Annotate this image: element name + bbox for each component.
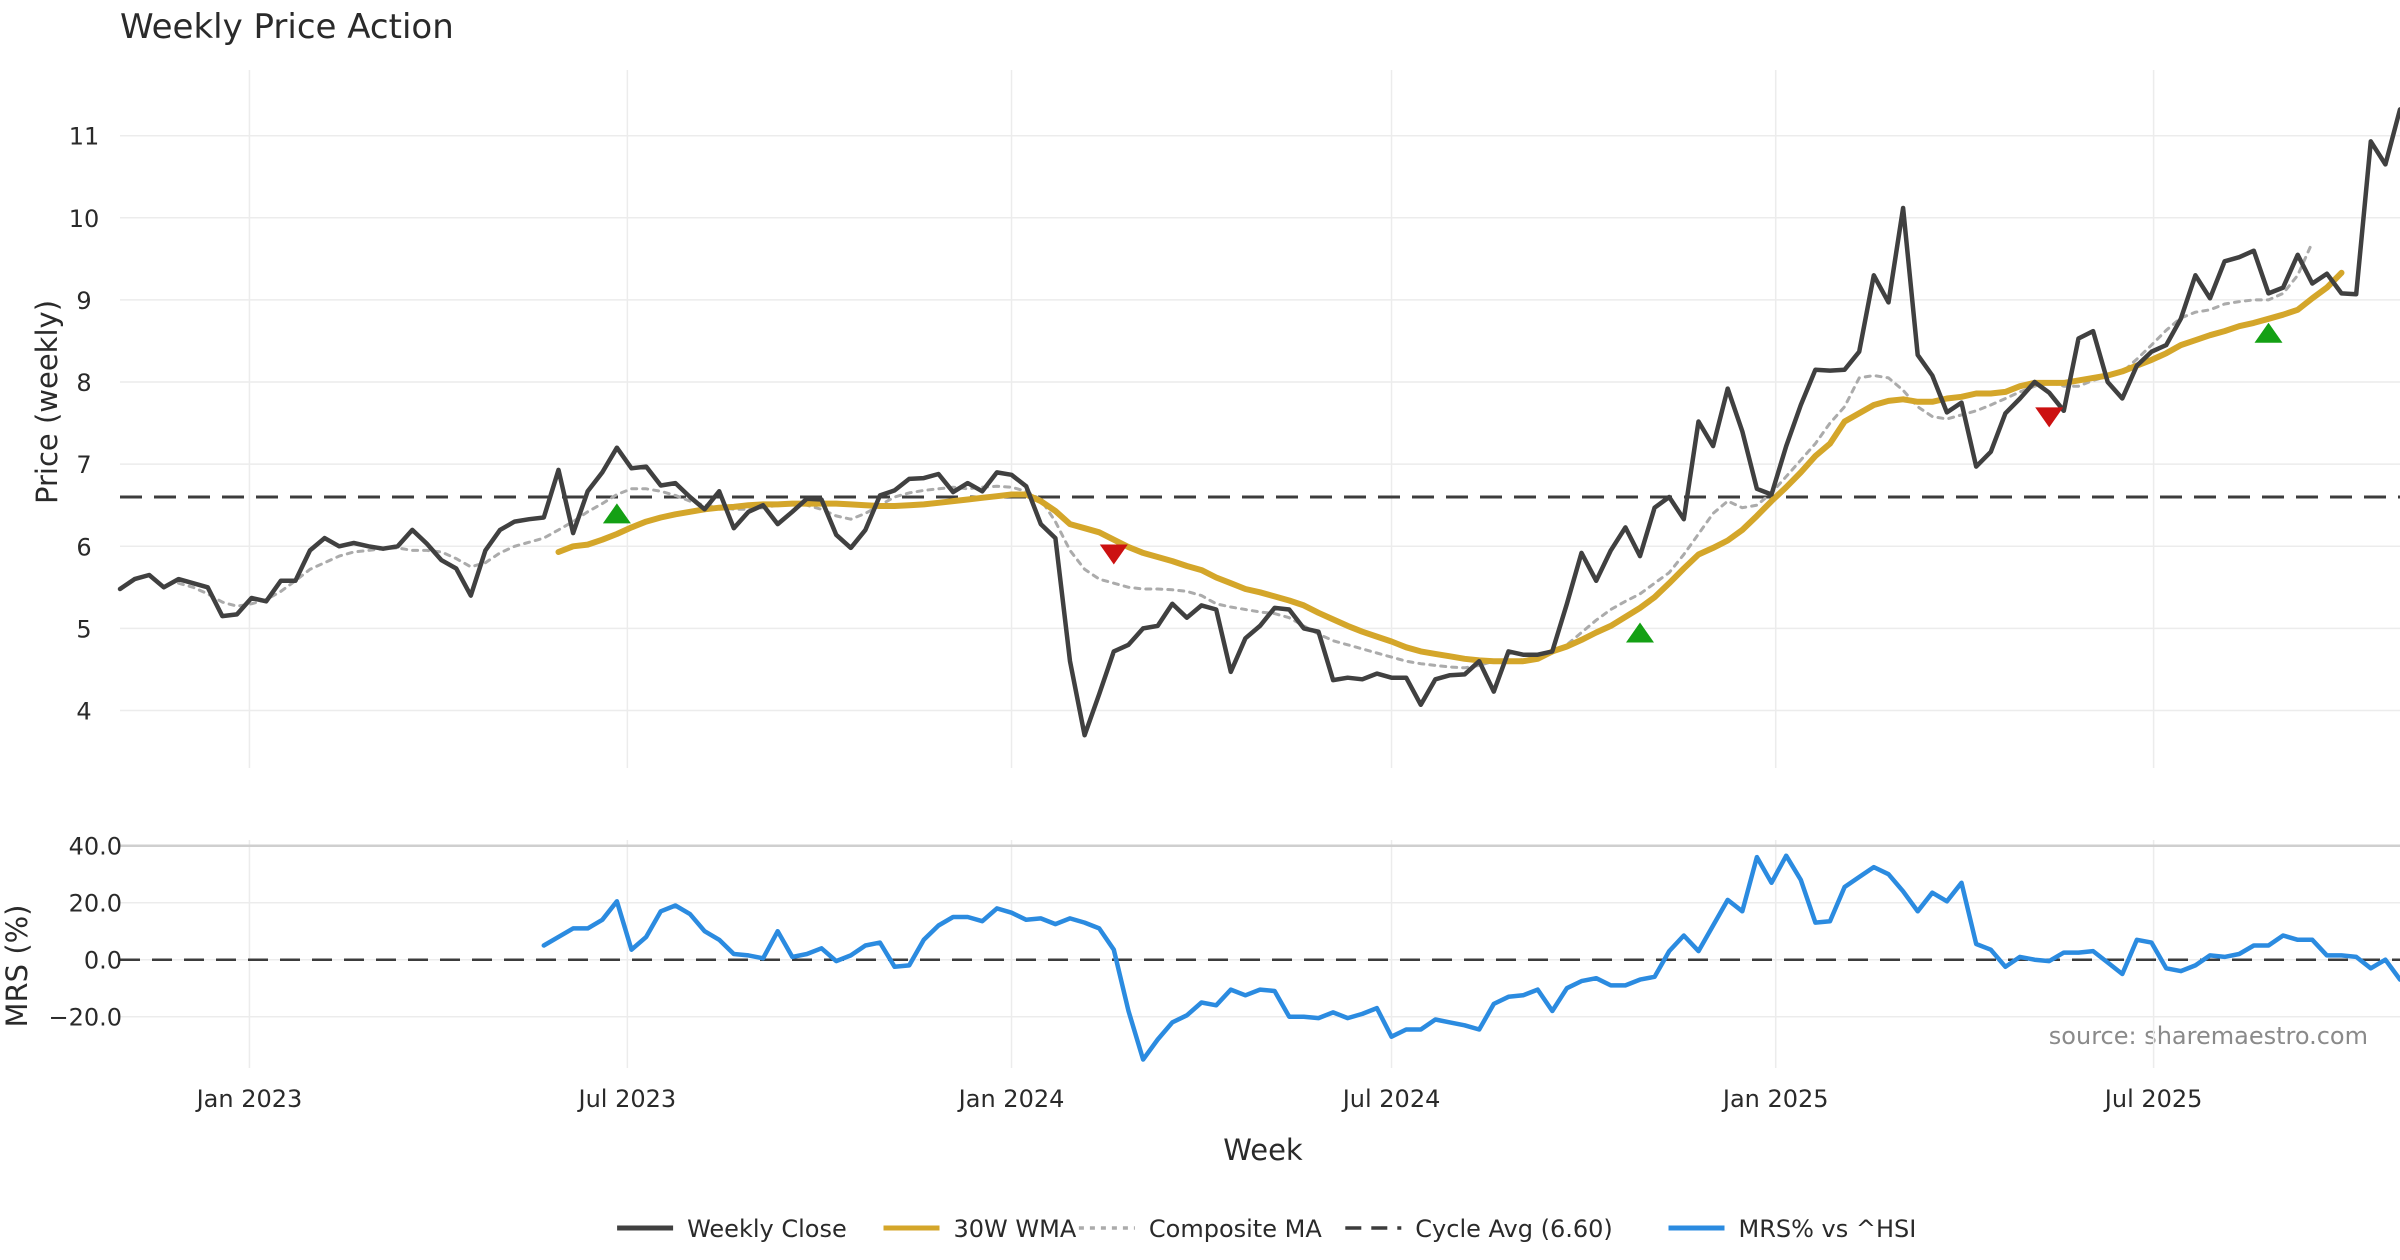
- x-tick-label: Jul 2023: [577, 1085, 677, 1113]
- mrs-y-tick-label: −20.0: [48, 1004, 122, 1032]
- chart-title: Weekly Price Action: [120, 7, 454, 47]
- price-y-tick-label: 10: [69, 205, 100, 233]
- x-tick-label: Jan 2025: [1721, 1085, 1829, 1113]
- mrs-grid: [120, 840, 2400, 1068]
- price-y-tick-label: 7: [76, 451, 91, 479]
- price-y-tick-label: 4: [76, 698, 91, 726]
- mrs-line: [541, 853, 2400, 1062]
- x-axis-title: Week: [1223, 1133, 1303, 1167]
- price-series-group: [117, 107, 2400, 738]
- mrs-y-ticks: −20.0 0.0 20.0 40.0: [48, 833, 122, 1032]
- mrs-series-group: [541, 853, 2400, 1062]
- buy-signal-marker: [2254, 322, 2283, 343]
- price-y-tick-label: 5: [76, 615, 91, 643]
- mrs-y-tick-label: 40.0: [69, 833, 122, 861]
- price-y-tick-label: 6: [76, 533, 91, 561]
- mrs-y-tick-label: 0.0: [84, 947, 122, 975]
- x-tick-label: Jul 2025: [2103, 1085, 2203, 1113]
- buy-signal-marker: [602, 503, 631, 524]
- mrs-y-tick-label: 20.0: [69, 890, 122, 918]
- wma-30w-line: [555, 269, 2345, 665]
- price-y-ticks: 4 5 6 7 8 9 10 11: [69, 123, 100, 726]
- price-y-tick-label: 8: [76, 369, 91, 397]
- source-note: source: sharemaestro.com: [2049, 1022, 2368, 1050]
- weekly-close-line: [117, 107, 2400, 738]
- legend-label: MRS% vs ^HSI: [1739, 1215, 1917, 1243]
- price-grid: [120, 70, 2400, 768]
- x-tick-label: Jan 2023: [195, 1085, 303, 1113]
- composite-ma-line: [177, 240, 2314, 670]
- price-y-tick-label: 11: [69, 123, 100, 151]
- legend-label: Cycle Avg (6.60): [1415, 1215, 1612, 1243]
- sell-signal-marker: [2035, 407, 2064, 428]
- price-axis-title: Price (weekly): [30, 300, 64, 504]
- legend-label: Weekly Close: [687, 1215, 847, 1243]
- legend-label: 30W WMA: [954, 1215, 1077, 1243]
- signal-markers: [602, 322, 2283, 643]
- legend-label: Composite MA: [1149, 1215, 1322, 1243]
- x-axis-ticks: Jan 2023 Jul 2023 Jan 2024 Jul 2024 Jan 2025…: [195, 1085, 2203, 1113]
- x-tick-label: Jan 2024: [957, 1085, 1065, 1113]
- x-tick-label: Jul 2024: [1341, 1085, 1441, 1113]
- buy-signal-marker: [1626, 622, 1654, 643]
- sell-signal-marker: [1099, 544, 1128, 565]
- price-y-tick-label: 9: [76, 287, 91, 315]
- mrs-axis-title: MRS (%): [0, 905, 34, 1028]
- legend: Weekly Close 30W WMA Composite MA Cycle Avg…: [617, 1215, 1916, 1243]
